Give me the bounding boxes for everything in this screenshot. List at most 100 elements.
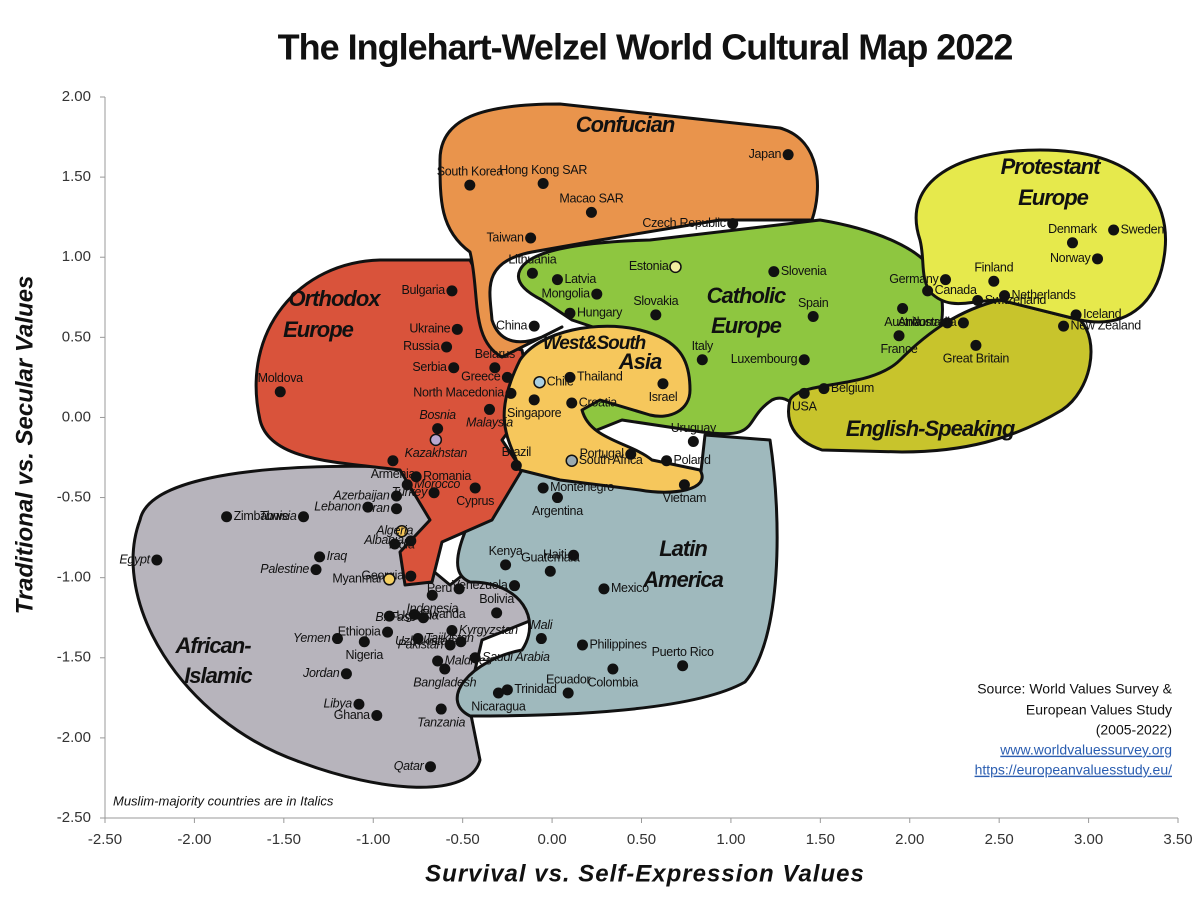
- point-label: Ghana: [334, 708, 370, 722]
- point: [491, 607, 503, 619]
- point-label: Puerto Rico: [652, 645, 714, 659]
- y-tick-label: -0.50: [57, 489, 91, 506]
- point: [677, 660, 689, 672]
- point: [314, 551, 326, 563]
- point: [501, 684, 513, 696]
- point-label: Palestine: [260, 562, 309, 576]
- point-label: Moldova: [258, 371, 303, 385]
- point: [566, 397, 578, 409]
- point: [383, 573, 396, 586]
- point-label: Poland: [674, 453, 711, 467]
- point: [564, 307, 576, 319]
- point: [435, 703, 447, 715]
- point: [401, 479, 413, 491]
- point-label: Jordan: [302, 666, 340, 680]
- source-text: (2005-2022): [1096, 722, 1172, 738]
- x-axis-title: Survival vs. Self-Expression Values: [425, 860, 865, 887]
- point-label: Tanzania: [417, 715, 465, 729]
- point-label: Peru: [427, 581, 453, 595]
- point: [687, 435, 699, 447]
- point-label: Tunisia: [259, 509, 297, 523]
- source-text: Source: World Values Survey &: [977, 681, 1172, 697]
- point-label: Bulgaria: [401, 283, 445, 297]
- point-label: Russia: [403, 339, 440, 353]
- region-shape: [438, 102, 819, 359]
- point-label: Guatemala: [521, 551, 580, 565]
- region-label: West&South: [543, 333, 646, 354]
- y-axis-title: Traditional vs. Secular Values: [11, 276, 38, 615]
- point-label: France: [880, 342, 917, 356]
- point: [544, 565, 556, 577]
- region-label: Catholic: [707, 283, 787, 308]
- point: [469, 652, 481, 664]
- region-label: African-: [174, 633, 251, 658]
- point: [807, 311, 819, 323]
- source-link[interactable]: https://europeanvaluesstudy.eu/: [975, 762, 1173, 778]
- point: [298, 511, 310, 523]
- point: [768, 266, 780, 278]
- point: [371, 709, 383, 721]
- point: [591, 288, 603, 300]
- point: [1066, 237, 1078, 249]
- chart-title: The Inglehart-Welzel World Cultural Map …: [278, 27, 1013, 68]
- region-labels: African- Islamic Latin America Orthodox …: [174, 112, 1103, 688]
- point: [310, 564, 322, 576]
- region-label: Europe: [711, 313, 782, 338]
- point-label: Portugal: [580, 447, 624, 461]
- point-label: Vietnam: [663, 491, 707, 505]
- point: [535, 633, 547, 645]
- region-shape: [131, 464, 534, 789]
- y-tick-label: 2.00: [62, 88, 91, 105]
- point: [533, 375, 546, 389]
- point: [432, 423, 444, 435]
- point: [340, 668, 352, 680]
- point-label: South Africa: [579, 453, 643, 467]
- region-label: Latin: [659, 536, 707, 561]
- point: [528, 320, 540, 332]
- point-label: Canada: [935, 283, 977, 297]
- point-label: Taiwan: [486, 230, 523, 244]
- point-label: Lithuania: [508, 253, 556, 267]
- point: [432, 655, 444, 667]
- point: [537, 482, 549, 494]
- point: [383, 610, 395, 622]
- point-label: Estonia: [629, 259, 669, 273]
- point: [957, 317, 969, 329]
- point: [390, 490, 402, 502]
- point: [429, 433, 443, 447]
- point: [625, 448, 637, 460]
- point-label: Morocco: [414, 477, 460, 491]
- point-label: Denmark: [1048, 222, 1098, 236]
- point-label: Nigeria: [346, 648, 384, 662]
- point-label: Azerbaijan: [332, 488, 389, 502]
- point: [727, 218, 739, 230]
- point-label: Spain: [798, 296, 829, 310]
- point: [362, 501, 374, 513]
- point-label: Bolivia: [479, 592, 514, 606]
- point-label: Pakistan: [398, 637, 444, 651]
- point: [562, 687, 574, 699]
- point-label: Australia: [910, 315, 956, 329]
- point-label: Serbia: [412, 360, 447, 374]
- point: [221, 511, 233, 523]
- point: [428, 487, 440, 499]
- point: [444, 639, 456, 651]
- point-label: Uruguay: [671, 421, 717, 435]
- region-label: Europe: [283, 317, 354, 342]
- point: [405, 570, 417, 582]
- point: [526, 267, 538, 279]
- point-label: Venezuela: [452, 578, 508, 592]
- point: [897, 302, 909, 314]
- point: [387, 455, 399, 467]
- point-label: Norway: [1050, 251, 1092, 265]
- point-label: Finland: [974, 261, 1013, 275]
- point-label: Kenya: [489, 544, 523, 558]
- point: [505, 387, 517, 399]
- point-label: Macao SAR: [559, 192, 623, 206]
- point-label: Indonesia: [407, 602, 459, 616]
- point: [448, 362, 460, 374]
- y-tick-label: 0.00: [62, 408, 91, 425]
- source-link[interactable]: www.worldvaluessurvey.org: [999, 742, 1172, 758]
- point-label: Croatia: [579, 395, 618, 409]
